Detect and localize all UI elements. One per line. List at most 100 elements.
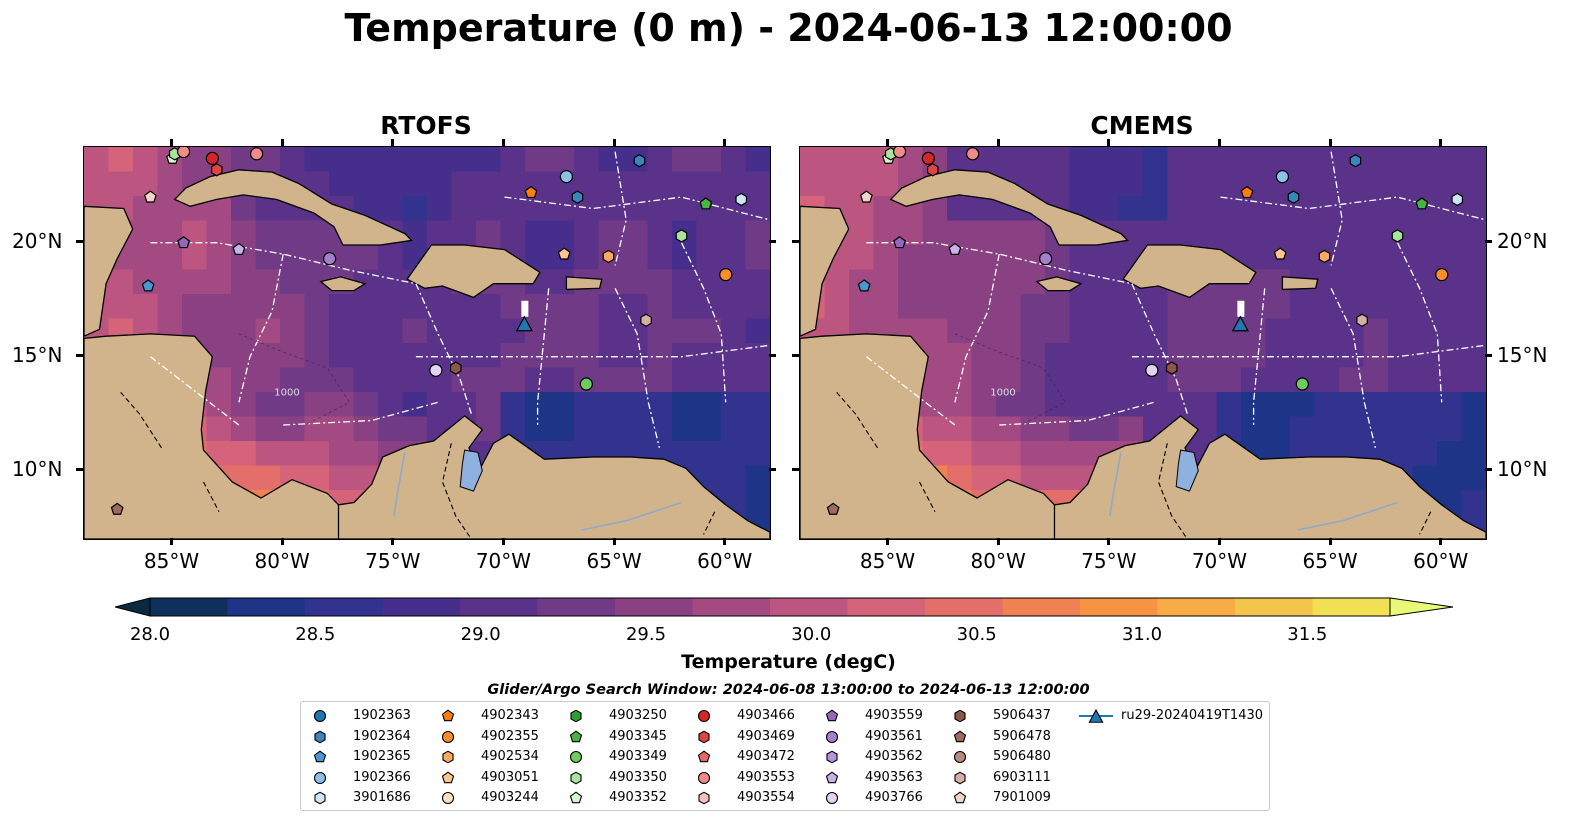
platform-4903553 [892,147,907,159]
lon-tick-mark [391,139,395,146]
platform-5906437 [449,361,462,375]
legend-label: 1902366 [353,769,411,785]
colorbar-segment [770,598,848,616]
lon-tick-mark [996,139,1000,146]
lon-tick-mark [886,538,890,545]
contour-label: 1000 [990,387,1015,398]
lon-tick-mark [1328,139,1332,146]
legend-marker-icon [825,771,839,783]
colorbar-tick-label: 28.5 [295,624,336,645]
lon-tick-mark [170,538,174,545]
landmass-jamaica [1035,276,1083,292]
legend-label: 4903244 [481,790,539,805]
colorbar-segment [1002,598,1081,616]
legend-marker-icon [314,730,326,743]
legend-label: 4902343 [481,708,539,723]
legend-marker-icon [313,771,327,784]
landmass-hispaniola [406,244,541,299]
lat-tick-mark [1485,354,1492,358]
search-window-caption: Glider/Argo Search Window: 2024-06-08 13… [487,682,1090,698]
platform-markers [110,147,748,515]
platform-4903563 [948,242,962,256]
legend-marker-icon [953,730,967,742]
colorbar-tick-label: 31.5 [1287,624,1328,645]
platform-4903469 [210,163,223,177]
colorbar-tick-label: 29.5 [625,624,667,645]
colorbar-tick-label: 30.0 [791,624,832,645]
colorbar-segment [227,598,306,616]
colorbar-segment [460,598,538,616]
glider-track [521,300,529,317]
lon-tick-mark [280,538,284,545]
lat-tick-mark [76,240,83,244]
legend-marker-icon [441,771,455,783]
panel-title-rtofs: RTOFS [380,111,472,140]
lon-tick-mark [612,538,616,545]
lat-tick-label: 10°N [1497,456,1548,481]
lon-tick-label: 80°W [254,549,310,573]
lake-maracaibo [459,449,483,492]
legend-marker-icon [825,791,839,805]
lon-tick-mark [501,538,505,545]
colorbar-segment [305,598,383,616]
platform-1902364 [1349,153,1362,168]
legend-label: 4903563 [865,769,923,785]
lon-tick-label: 85°W [859,549,916,573]
legend-marker-icon [825,709,839,722]
platform-1902365 [141,279,155,292]
landmass-hispaniola [1122,244,1257,299]
legend-marker-icon [570,709,582,723]
platform-1902364 [633,153,646,168]
lon-tick-label: 85°W [143,549,200,573]
legend-label: 4903553 [737,769,795,785]
legend-label: 4903559 [865,708,923,723]
lon-tick-label: 75°W [1081,549,1137,573]
glider-track [1237,300,1245,317]
lat-tick-label: 20°N [1497,228,1548,253]
colorbar-extend-high [1389,597,1454,617]
colorbar-segment [692,598,771,616]
legend-label: 4902534 [481,749,539,764]
colorbar-segment [537,598,616,616]
legend-marker-icon [954,709,966,723]
platform-4903553 [176,147,191,159]
landmass-puertorico [1281,276,1319,291]
legend-label: 4903561 [865,728,923,744]
platform-4903561 [1039,252,1053,266]
platform-4902343 [524,185,538,199]
platform-4903051 [557,247,571,260]
lat-tick-mark [76,354,83,358]
legend-label: 4903554 [737,790,795,805]
legend-label: 4903345 [609,728,667,744]
landmass-puertorico [565,276,603,291]
colorbar-tick-label: 30.5 [956,624,997,645]
legend-marker-icon [441,791,455,805]
lon-tick-mark [612,139,616,146]
legend-marker-icon [442,750,454,764]
colorbar-segment [382,598,461,616]
legend-label: 1902363 [353,708,411,723]
platform-6903111 [1356,313,1368,327]
lat-tick-mark [76,468,83,472]
platform-4903561 [323,252,337,266]
map-panel-rtofs[interactable]: 1000 [83,146,771,540]
platform-7901009 [143,190,157,203]
legend-label: 4903349 [609,749,667,764]
legend-label: 4903250 [609,708,667,723]
platform-4903559 [177,235,190,249]
platform-5906478 [110,502,124,515]
temperature-map-rtofs: 1000 [84,147,770,539]
platform-4903553 [250,147,264,161]
legend-marker-icon [697,771,711,784]
platform-1902366 [1275,170,1290,184]
legend-label: 5906478 [993,728,1051,744]
rivers [1109,452,1398,531]
lat-tick-mark [769,468,776,472]
legend-marker-icon [569,791,583,804]
legend-label: ru29-20240419T1430 [1121,708,1264,723]
lon-tick-mark [1217,538,1221,545]
legend-label: 4903350 [609,769,667,785]
legend-label: 3901686 [353,790,411,805]
map-panel-cmems[interactable]: 1000 [799,146,1487,540]
platform-4903553 [966,147,980,161]
